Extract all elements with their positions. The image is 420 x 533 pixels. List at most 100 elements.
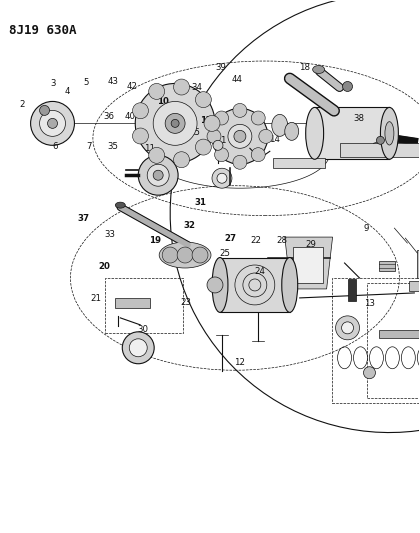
Text: 32: 32: [183, 221, 195, 230]
Bar: [379, 261, 395, 271]
Text: 14: 14: [269, 135, 281, 144]
Text: 16: 16: [198, 98, 210, 107]
Circle shape: [228, 124, 252, 148]
Polygon shape: [285, 237, 333, 289]
Text: 6: 6: [52, 142, 58, 151]
Text: 31: 31: [195, 198, 207, 207]
Text: 7: 7: [86, 142, 92, 151]
Bar: [273, 158, 325, 168]
Ellipse shape: [306, 108, 324, 159]
Circle shape: [217, 173, 227, 183]
Text: 43: 43: [108, 77, 118, 86]
Text: 5: 5: [84, 77, 89, 86]
Text: 11: 11: [144, 144, 155, 153]
Bar: [220, 257, 290, 312]
Text: 8: 8: [141, 130, 147, 139]
Circle shape: [207, 277, 223, 293]
Bar: [417, 250, 420, 278]
Circle shape: [132, 103, 148, 119]
Circle shape: [259, 130, 273, 143]
Text: 35: 35: [108, 142, 118, 151]
Bar: [347, 279, 355, 301]
Text: 27: 27: [224, 234, 236, 243]
Bar: [116, 298, 150, 308]
Bar: [410, 281, 420, 291]
Text: 42: 42: [127, 82, 138, 91]
Text: 20: 20: [99, 262, 110, 271]
Text: 37: 37: [78, 214, 89, 223]
Text: 22: 22: [251, 237, 262, 246]
Text: 19: 19: [149, 237, 161, 246]
Text: 33: 33: [104, 230, 115, 239]
Text: 9: 9: [363, 224, 368, 233]
Text: 21: 21: [91, 294, 102, 303]
Text: 29: 29: [305, 240, 316, 249]
Text: 12: 12: [234, 358, 245, 367]
Bar: [315, 108, 389, 159]
Text: 13: 13: [365, 299, 375, 308]
Text: 41: 41: [49, 123, 60, 132]
Text: 3: 3: [50, 78, 56, 87]
Ellipse shape: [272, 115, 288, 136]
Text: 24: 24: [254, 268, 265, 276]
Text: 44: 44: [232, 75, 243, 84]
Circle shape: [31, 101, 74, 146]
Circle shape: [47, 118, 58, 128]
Circle shape: [212, 108, 268, 164]
Text: 28: 28: [276, 237, 288, 246]
Text: 23: 23: [180, 298, 191, 307]
Circle shape: [171, 119, 179, 127]
Text: 25: 25: [219, 249, 230, 258]
Circle shape: [153, 170, 163, 180]
Bar: [332, 278, 420, 402]
Bar: [340, 143, 420, 157]
Circle shape: [177, 247, 193, 263]
Circle shape: [153, 101, 197, 146]
Circle shape: [251, 148, 265, 161]
Bar: [368, 283, 420, 398]
Text: 17: 17: [200, 116, 212, 125]
Text: 38: 38: [353, 114, 364, 123]
Text: 30: 30: [137, 325, 149, 334]
Circle shape: [173, 152, 189, 168]
Circle shape: [234, 131, 246, 142]
Ellipse shape: [159, 242, 211, 268]
Circle shape: [251, 111, 265, 125]
Circle shape: [341, 322, 354, 334]
Text: 4: 4: [65, 86, 71, 95]
Bar: [379, 330, 420, 338]
Text: 8J19 630A: 8J19 630A: [9, 23, 76, 37]
Ellipse shape: [116, 202, 125, 208]
Ellipse shape: [385, 122, 394, 145]
Circle shape: [204, 116, 220, 131]
Ellipse shape: [312, 66, 325, 74]
Circle shape: [149, 147, 165, 163]
Circle shape: [336, 316, 360, 340]
Circle shape: [213, 140, 223, 150]
Text: 10: 10: [157, 97, 169, 106]
Circle shape: [138, 155, 178, 195]
Circle shape: [233, 103, 247, 117]
Text: 36: 36: [103, 112, 114, 121]
Circle shape: [149, 84, 165, 99]
Bar: [105, 278, 183, 333]
Circle shape: [135, 84, 215, 163]
Circle shape: [129, 339, 147, 357]
Ellipse shape: [212, 257, 228, 312]
Circle shape: [195, 92, 211, 108]
Text: 34: 34: [191, 83, 202, 92]
Circle shape: [363, 367, 375, 379]
Text: 18: 18: [299, 63, 310, 71]
Circle shape: [173, 79, 189, 95]
Text: 26: 26: [294, 264, 305, 272]
Ellipse shape: [285, 123, 299, 140]
Text: 2: 2: [19, 100, 24, 109]
Circle shape: [39, 110, 66, 136]
Circle shape: [215, 111, 228, 125]
Circle shape: [165, 114, 185, 133]
Circle shape: [233, 155, 247, 169]
Circle shape: [195, 139, 211, 155]
Circle shape: [215, 148, 228, 161]
Bar: [293, 247, 323, 283]
Circle shape: [207, 130, 221, 143]
